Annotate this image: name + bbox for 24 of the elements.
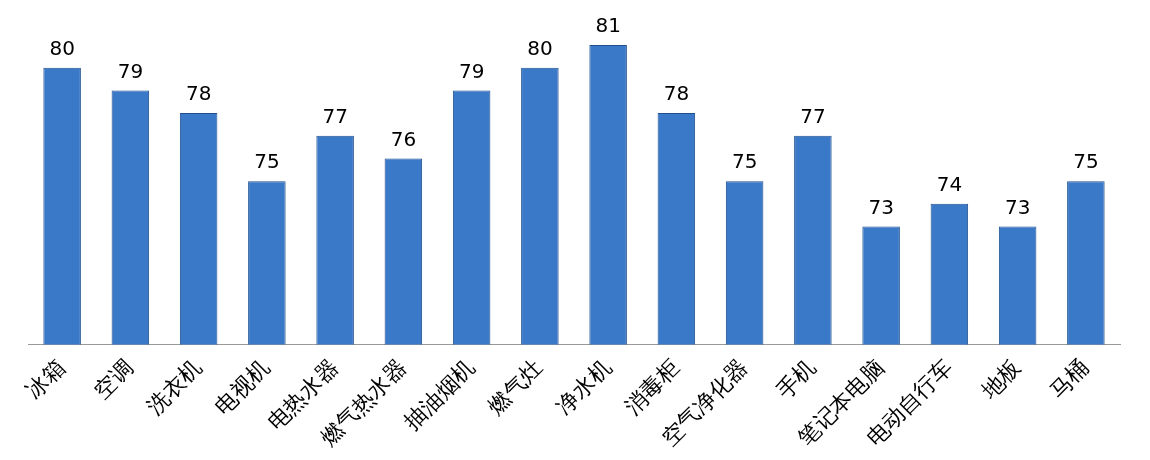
x-tick-label: 洗衣机 — [141, 354, 207, 420]
data-label: 80 — [49, 35, 75, 60]
data-label: 78 — [663, 81, 690, 106]
x-tick-label: 燃气灶 — [483, 354, 548, 420]
data-label: 77 — [800, 103, 826, 128]
data-label: 78 — [185, 81, 212, 106]
data-label: 75 — [254, 149, 280, 174]
data-label: 79 — [458, 58, 485, 83]
x-tick-label: 手机 — [771, 354, 821, 404]
data-label: 79 — [117, 58, 144, 83]
data-label: 75 — [1073, 149, 1099, 174]
data-label: 77 — [322, 103, 348, 128]
data-label: 81 — [595, 13, 621, 38]
data-label: 76 — [390, 126, 417, 151]
data-label: 80 — [527, 35, 553, 60]
x-tick-label: 马桶 — [1044, 354, 1094, 404]
x-tick-label: 净水机 — [551, 354, 616, 420]
data-label: 74 — [936, 172, 963, 197]
data-label: 73 — [868, 194, 894, 219]
data-label: 73 — [1004, 194, 1031, 219]
x-tick-label: 冰箱 — [20, 354, 70, 404]
x-tick-label: 地板 — [975, 354, 1026, 405]
data-label: 75 — [731, 149, 758, 174]
x-tick-label: 空调 — [89, 354, 138, 404]
